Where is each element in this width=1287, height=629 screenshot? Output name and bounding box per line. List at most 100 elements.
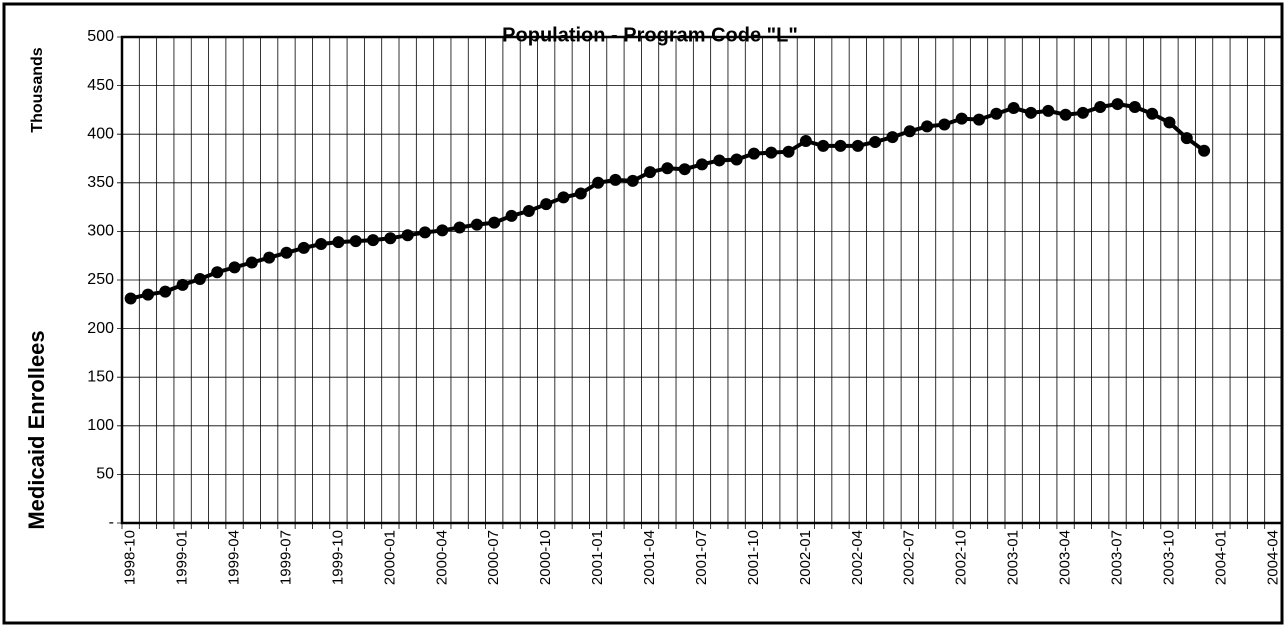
x-tick-label: 2002-10 — [953, 530, 970, 585]
y-tick-label: 250 — [87, 271, 114, 288]
marker — [747, 147, 760, 160]
marker — [696, 158, 708, 171]
y-tick-label: 400 — [87, 125, 114, 142]
marker — [124, 292, 137, 305]
marker — [782, 145, 795, 158]
y-tick-label: 350 — [87, 174, 114, 191]
marker — [730, 153, 743, 166]
x-tick-label: 2000-10 — [537, 530, 554, 585]
marker — [1059, 108, 1072, 121]
marker — [488, 216, 501, 229]
marker — [418, 226, 431, 239]
x-tick-label: 2000-04 — [433, 530, 450, 585]
marker — [557, 191, 570, 204]
x-tick-label: 2003-10 — [1160, 530, 1177, 585]
x-tick-label: 2002-04 — [849, 530, 866, 585]
marker — [1094, 100, 1107, 113]
x-tick-label: 1999-10 — [329, 530, 346, 585]
marker — [436, 224, 449, 237]
y-unit-label: Thousands — [29, 47, 46, 132]
x-tick-label: 1999-07 — [277, 530, 294, 585]
x-tick-label: 2004-01 — [1212, 530, 1229, 585]
marker — [1042, 104, 1055, 117]
x-tick-label: 2003-07 — [1108, 530, 1125, 585]
marker — [1146, 107, 1159, 120]
marker — [1128, 100, 1141, 113]
x-tick-label: 2004-04 — [1264, 530, 1281, 585]
marker — [159, 285, 172, 298]
x-tick-label: 1998-10 — [122, 530, 139, 585]
x-tick-label: 2003-01 — [1005, 530, 1022, 585]
marker — [1076, 106, 1089, 119]
marker — [176, 278, 189, 291]
marker — [297, 241, 310, 254]
plot-border — [120, 35, 1284, 525]
marker — [505, 209, 518, 222]
x-tick-label: 2002-07 — [901, 530, 918, 585]
marker — [938, 118, 951, 131]
marker — [453, 221, 466, 234]
marker — [349, 235, 362, 248]
marker — [644, 166, 657, 179]
marker — [661, 162, 674, 175]
marker — [245, 256, 258, 269]
x-tick-label: 2000-07 — [485, 530, 502, 585]
y-tick-label: 500 — [87, 28, 114, 45]
marker — [211, 266, 224, 279]
marker — [1111, 98, 1124, 111]
x-tick-label: 2001-07 — [693, 530, 710, 585]
y-tick-label: 200 — [87, 320, 114, 337]
marker — [609, 173, 622, 186]
y-tick-label: 300 — [87, 223, 114, 240]
marker — [1180, 132, 1193, 145]
marker — [1024, 106, 1037, 119]
marker — [401, 229, 414, 242]
marker — [886, 131, 899, 144]
marker — [765, 146, 778, 159]
marker — [817, 139, 830, 152]
marker — [522, 204, 535, 217]
x-tick-label: 2003-04 — [1057, 530, 1074, 585]
marker — [193, 273, 206, 286]
marker — [574, 187, 587, 200]
x-tick-label: 2001-04 — [641, 530, 658, 585]
marker — [141, 288, 154, 301]
marker — [1163, 116, 1176, 129]
marker — [280, 246, 293, 259]
marker — [973, 113, 986, 126]
marker — [990, 107, 1003, 120]
marker — [955, 112, 968, 125]
x-tick-label: 2001-10 — [745, 530, 762, 585]
marker — [799, 135, 812, 148]
marker — [315, 238, 328, 251]
marker — [713, 154, 726, 167]
x-tick-label: 2002-01 — [797, 530, 814, 585]
marker — [626, 174, 639, 187]
y-tick-label: 450 — [87, 77, 114, 94]
marker — [263, 251, 276, 264]
marker — [834, 139, 847, 152]
marker — [228, 261, 241, 274]
marker — [921, 120, 934, 133]
y-tick-label: - — [109, 514, 114, 531]
marker — [1007, 101, 1020, 114]
x-tick-label: 1999-01 — [174, 530, 191, 585]
y-tick-label: 150 — [87, 368, 114, 385]
line — [130, 102, 1206, 301]
marker — [540, 198, 553, 211]
marker — [903, 125, 916, 138]
marker — [470, 218, 483, 231]
marker — [592, 176, 605, 189]
marker — [851, 139, 864, 152]
marker — [367, 234, 380, 247]
x-tick-label: 2001-01 — [589, 530, 606, 585]
y-axis-label: Medicaid Enrollees — [24, 330, 49, 529]
y-tick-label: 100 — [87, 417, 114, 434]
y-tick-label: 50 — [96, 466, 114, 483]
x-tick-label: 2000-01 — [381, 530, 398, 585]
marker — [678, 163, 691, 176]
marker — [384, 232, 397, 245]
marker — [869, 135, 882, 148]
marker — [332, 236, 345, 249]
